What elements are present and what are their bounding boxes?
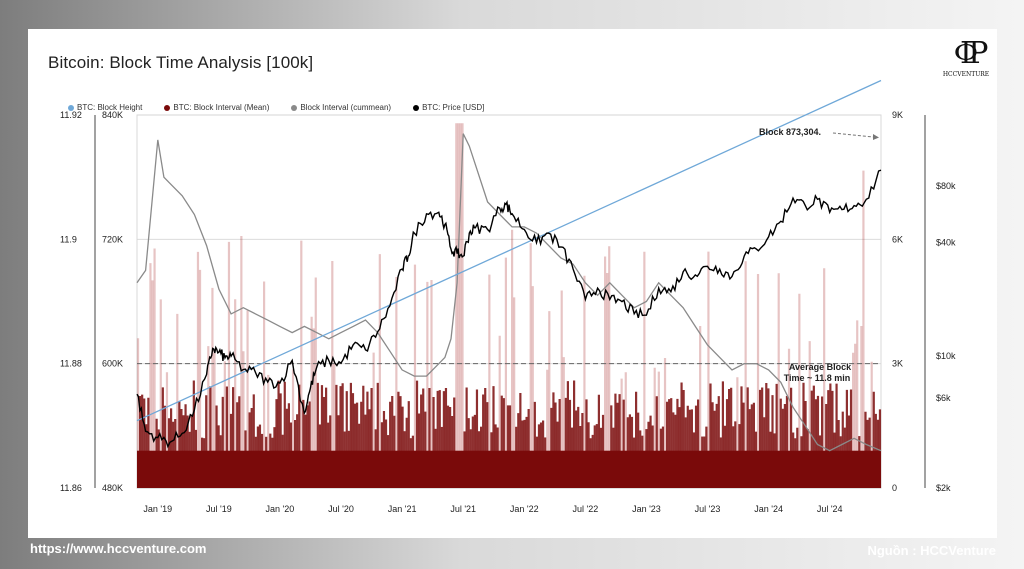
hccventure-logo: ΦP HCCVENTURE (941, 39, 991, 83)
x-tick-label: Jan '20 (266, 504, 295, 514)
block-interval-mean-base (137, 450, 881, 488)
legend-item-block-interval-mean[interactable]: BTC: Block Interval (Mean) (164, 103, 269, 112)
legend: BTC: Block Height BTC: Block Interval (M… (68, 103, 484, 112)
block-height-tick-label: 720K (102, 234, 123, 244)
website-url[interactable]: https://www.hccventure.com (30, 541, 207, 556)
cummean-tick-label: 11.92 (60, 110, 82, 120)
x-tick-label: Jan '19 (143, 504, 172, 514)
cummean-tick-label: 11.9 (60, 234, 77, 244)
block-height-line (136, 79, 882, 422)
block-height-tick-label: 480K (102, 483, 123, 493)
annotation-arrow-head (873, 134, 879, 140)
logo-text: HCCVENTURE (942, 71, 990, 78)
x-tick-label: Jul '22 (572, 504, 598, 514)
price-tick-label: $2k (936, 483, 951, 493)
block-interval-mean-series (136, 123, 882, 488)
price-tick-label: $6k (936, 393, 951, 403)
interval-tick-label: 0 (892, 483, 897, 493)
legend-label-block-interval-mean: BTC: Block Interval (Mean) (173, 103, 270, 112)
legend-label-block-interval-cummean: Block Interval (cummean) (300, 103, 392, 112)
legend-dot-block-interval-cummean (291, 104, 298, 111)
source-credit: Nguồn : HCCVenture (867, 543, 996, 558)
x-tick-label: Jul '21 (450, 504, 476, 514)
cummean-tick-label: 11.86 (60, 483, 82, 493)
x-tick-label: Jul '20 (328, 504, 354, 514)
x-tick-label: Jul '23 (695, 504, 721, 514)
interval-tick-label: 9K (892, 110, 903, 120)
x-tick-label: Jul '24 (817, 504, 843, 514)
price-tick-label: $40k (936, 238, 956, 248)
block-height-tick-label: 840K (102, 110, 123, 120)
chart-title: Bitcoin: Block Time Analysis [100k] (48, 53, 314, 72)
block-height-annotation: Block 873,304. (759, 127, 821, 137)
price-line (136, 169, 882, 449)
legend-label-price: BTC: Price [USD] (422, 103, 485, 112)
block-time-chart: Jan '19 Jul '19 Jan '20 Jul '20 Jan '21 Jul '… (60, 79, 956, 514)
legend-item-price[interactable]: BTC: Price [USD] (413, 103, 484, 112)
cummean-tick-label: 11.88 (60, 359, 82, 369)
block-interval-cummean-line (136, 133, 882, 452)
x-tick-label: Jul '19 (206, 504, 232, 514)
logo-mark: ΦP (953, 36, 989, 71)
interval-tick-label: 3K (892, 359, 903, 369)
x-tick-label: Jan '24 (754, 504, 783, 514)
x-tick-label: Jan '22 (510, 504, 539, 514)
average-block-annotation-line1: Average Block (789, 362, 852, 372)
legend-dot-price (413, 104, 420, 111)
x-tick-label: Jan '21 (388, 504, 417, 514)
price-tick-label: $80k (936, 181, 956, 191)
legend-dot-block-height (68, 104, 74, 111)
legend-item-block-interval-cummean[interactable]: Block Interval (cummean) (291, 103, 391, 112)
legend-dot-block-interval-mean (164, 104, 171, 111)
x-tick-label: Jan '23 (632, 504, 661, 514)
price-tick-label: $10k (936, 351, 956, 361)
legend-item-block-height[interactable]: BTC: Block Height (68, 103, 142, 112)
block-height-tick-label: 600K (102, 359, 123, 369)
annotation-arrow-line (832, 132, 874, 138)
chart-card: Bitcoin: Block Time Analysis [100k] BTC:… (28, 29, 997, 538)
legend-label-block-height: BTC: Block Height (77, 103, 143, 112)
interval-tick-label: 6K (892, 234, 903, 244)
average-block-annotation-line2: Time ~ 11.8 min (784, 373, 851, 383)
